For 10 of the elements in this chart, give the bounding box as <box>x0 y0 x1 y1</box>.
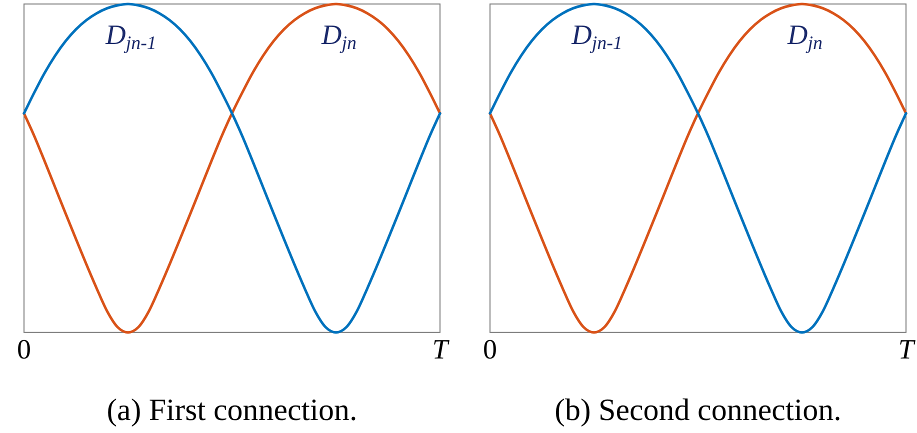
series-label: D$_{jn}$ <box>321 20 356 54</box>
series-label: D$_{jn}$ <box>787 20 822 54</box>
x-tick-label: T <box>432 334 450 366</box>
x-tick-label: 0 <box>17 334 31 366</box>
series-label: D$_{jn-1}$ <box>106 20 156 54</box>
series-label: D$_{jn-1}$ <box>572 20 622 54</box>
x-tick-label: T <box>898 334 916 366</box>
x-tick-label: 0 <box>483 334 497 366</box>
text: (a) First connection. <box>106 391 358 428</box>
text: (b) Second connection. <box>554 391 842 428</box>
